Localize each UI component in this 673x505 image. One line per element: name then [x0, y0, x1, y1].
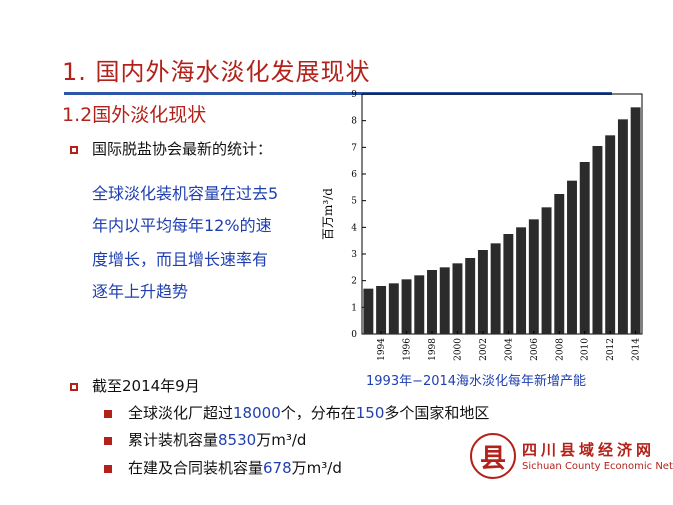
- sub-item-contracted-capacity: 在建及合同装机容量678万m³/d: [128, 457, 342, 478]
- bar-2001: [465, 258, 476, 334]
- description-line-3: 度增长，而且增长速率有: [92, 250, 269, 269]
- plot-frame: [361, 93, 643, 335]
- y-tick-label: 2: [351, 277, 357, 287]
- sub-item-text: 在建及合同装机容量: [128, 459, 264, 477]
- filled-square-bullet-icon: [104, 410, 112, 418]
- highlight-number: 18000: [233, 404, 281, 422]
- sub-item-text: 万m³/d: [256, 431, 307, 449]
- chart-caption: 1993年−2014海水淡化每年新增产能: [366, 374, 587, 389]
- bar-1995: [388, 283, 399, 334]
- bar-2003: [490, 243, 501, 334]
- sub-item-cumulative-capacity: 累计装机容量8530万m³/d: [128, 429, 306, 450]
- bar-2011: [592, 146, 603, 334]
- y-tick-label: 0: [351, 330, 357, 340]
- filled-square-bullet-icon: [104, 437, 112, 445]
- bar-2014: [630, 107, 641, 334]
- y-axis-label: 百万m³/d: [321, 188, 335, 240]
- slide-title: 1. 国内外海水淡化发展现状: [62, 58, 371, 86]
- sub-item-plants: 全球淡化厂超过18000个，分布在150多个国家和地区: [128, 402, 489, 423]
- sub-item-text: 全球淡化厂超过: [128, 404, 234, 422]
- x-tick-label-1994: 1994: [377, 338, 387, 361]
- logo-name-cn: 四川县域经济网: [522, 441, 656, 459]
- filled-square-bullet-icon: [104, 465, 112, 473]
- bar-2005: [516, 227, 527, 334]
- x-tick-label-2012: 2012: [606, 338, 616, 361]
- y-tick-label: 6: [351, 170, 357, 180]
- sub-item-text: 万m³/d: [291, 459, 342, 477]
- bar-2007: [541, 207, 552, 334]
- bar-1996: [401, 279, 412, 334]
- hollow-square-bullet-icon: [70, 146, 78, 154]
- bar-2009: [567, 180, 577, 334]
- sub-item-text: 多个国家和地区: [384, 404, 490, 422]
- description-line-4: 逐年上升趋势: [92, 282, 189, 301]
- title-divider: [64, 92, 612, 95]
- chart-svg: 0 1 2 3 4 5 6 7 8 9 百万m³/d 1994 1996 1998 2000 2002 2004…: [321, 90, 643, 361]
- sub-item-text: 个，分布在: [280, 404, 356, 422]
- y-tick-label: 1: [351, 303, 357, 313]
- site-logo: 县 四川县域经济网 Sichuan County Economic Net: [470, 433, 673, 485]
- bar-1993: [363, 288, 374, 334]
- x-tick-label-2014: 2014: [632, 338, 642, 361]
- bullet-statistics-label: 国际脱盐协会最新的统计：: [92, 140, 273, 158]
- bar-2006: [528, 219, 539, 334]
- sub-item-text: 累计装机容量: [128, 431, 219, 449]
- capacity-bar-chart: 0 1 2 3 4 5 6 7 8 9 百万m³/d 1994 1996 1998 2000 2002 2004…: [310, 80, 660, 380]
- bar-1997: [414, 275, 425, 334]
- x-tick-label-2008: 2008: [555, 338, 565, 361]
- logo-glyph: 县: [479, 443, 506, 474]
- x-tick-label-1998: 1998: [428, 338, 438, 361]
- bullet-date-label: 截至2014年9月: [92, 377, 200, 395]
- y-tick-label: 8: [351, 117, 357, 127]
- bar-2012: [605, 135, 616, 334]
- y-tick-label: 9: [351, 90, 357, 100]
- description-line-1: 全球淡化装机容量在过去5: [92, 184, 279, 203]
- section-subtitle: 1.2国外淡化现状: [62, 104, 207, 126]
- hollow-square-bullet-icon: [70, 383, 78, 391]
- x-tick-label-2004: 2004: [504, 338, 514, 361]
- highlight-number: 678: [263, 459, 292, 477]
- bar-1994: [376, 286, 387, 334]
- highlight-number: 150: [355, 404, 385, 422]
- bar-1999: [439, 267, 450, 334]
- bar-2004: [503, 234, 514, 334]
- x-tick-label-2000: 2000: [453, 338, 463, 361]
- logo-name-en: Sichuan County Economic Net: [522, 461, 673, 472]
- description-line-2: 年内以平均每年12%的速: [92, 216, 272, 235]
- x-tick-label-2010: 2010: [581, 338, 591, 361]
- y-tick-label: 3: [351, 250, 357, 260]
- x-tick-label-1996: 1996: [403, 338, 413, 361]
- bar-2008: [554, 194, 565, 334]
- y-tick-label: 5: [351, 197, 357, 207]
- county-seal-icon: 县: [470, 433, 516, 479]
- y-tick-label: 7: [351, 143, 357, 153]
- bar-2000: [452, 263, 463, 334]
- bar-1998: [427, 270, 437, 334]
- x-tick-label-2002: 2002: [479, 338, 489, 361]
- bar-2013: [617, 119, 628, 334]
- highlight-number: 8530: [218, 431, 257, 449]
- bar-2010: [579, 162, 590, 334]
- y-tick-label: 4: [351, 223, 357, 233]
- x-tick-label-2006: 2006: [530, 338, 540, 361]
- bar-2002: [477, 250, 488, 334]
